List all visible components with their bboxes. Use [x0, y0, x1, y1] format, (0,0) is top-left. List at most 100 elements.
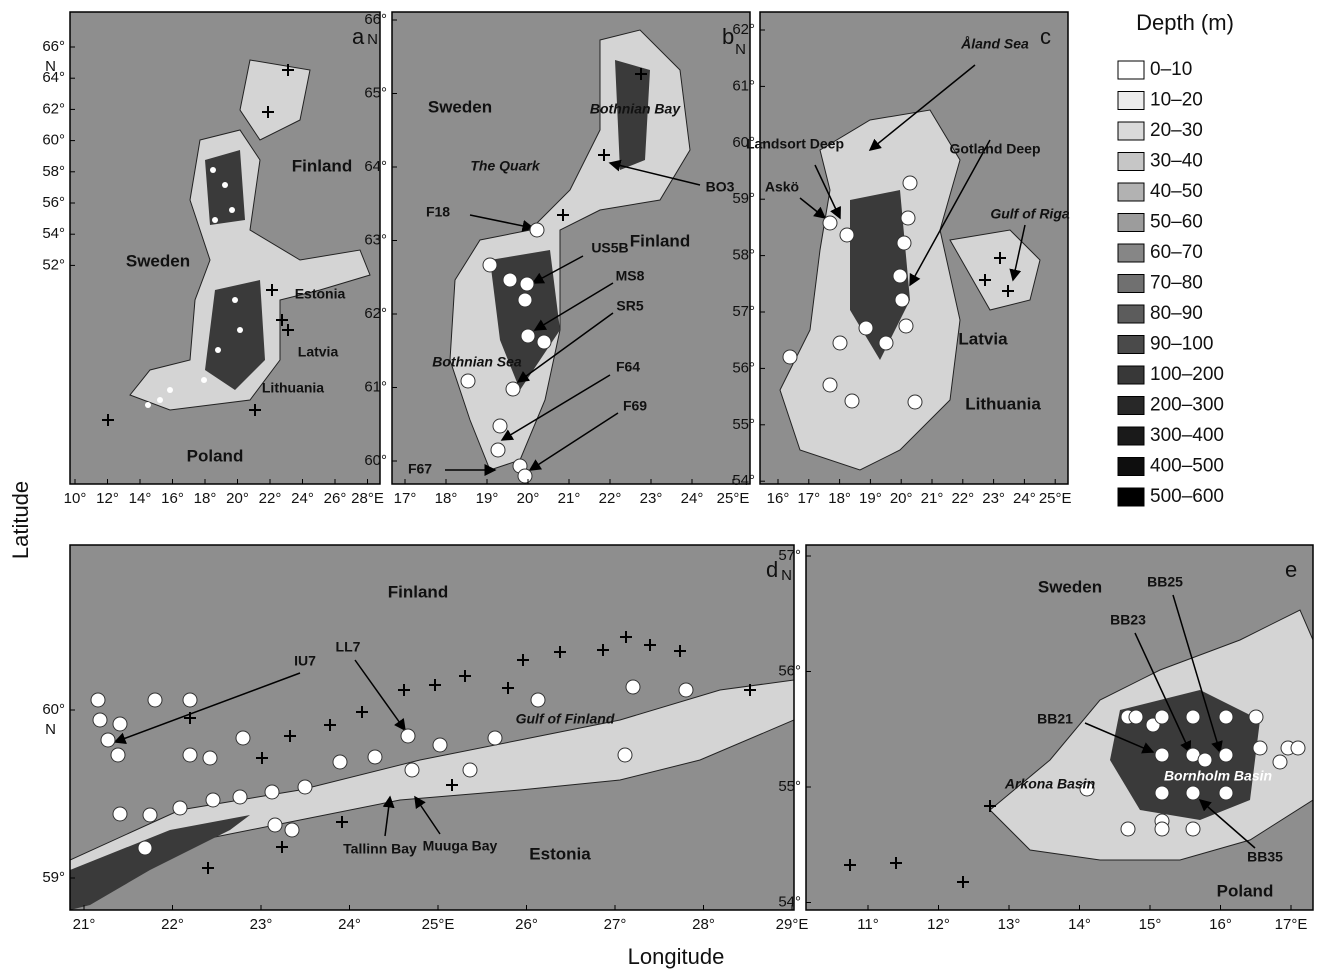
station: [502, 272, 518, 288]
station: [142, 807, 158, 823]
station: [822, 215, 838, 231]
x-tick-label: 17°: [394, 490, 417, 507]
lat-unit: N: [735, 41, 746, 58]
station: [145, 402, 151, 408]
x-tick-label: 24°: [338, 916, 361, 933]
sea-deep: [70, 815, 250, 910]
legend-swatch: [1117, 243, 1145, 263]
map-panel: c 62° N 61° 60° 59° 58° 57° 56° 55° 54° 16° 17° 18° 19…: [732, 11, 1072, 507]
legend-label: 90–100: [1150, 334, 1213, 355]
station: [167, 387, 173, 393]
y-tick-label: 60°: [732, 134, 755, 151]
station: [210, 167, 216, 173]
arrow: [414, 795, 441, 835]
station: [1218, 785, 1234, 801]
station: [1185, 709, 1201, 725]
place-label: BO3: [706, 179, 735, 195]
station-cross: [957, 876, 969, 888]
station: [505, 381, 521, 397]
station: [182, 747, 198, 763]
x-tick-label: 22°: [161, 916, 184, 933]
y-tick-label: 60°: [364, 452, 387, 469]
station: [332, 754, 348, 770]
x-tick-label: 17°E: [1275, 916, 1308, 933]
station: [625, 679, 641, 695]
y-tick-label: 62°: [732, 21, 755, 38]
arrow: [608, 159, 701, 186]
y-tick-label: 65°: [364, 84, 387, 101]
station-cross: [276, 314, 288, 326]
legend-label: 300–400: [1150, 425, 1224, 446]
arrow: [382, 795, 395, 837]
station-cross: [266, 284, 278, 296]
x-tick-label: 20°: [890, 490, 913, 507]
y-tick-label: 57°: [732, 303, 755, 320]
legend-swatch: [1117, 182, 1145, 202]
station: [1248, 709, 1264, 725]
station: [822, 377, 838, 393]
place-label: Gotland Deep: [949, 141, 1040, 157]
map-panel: b 66° N 65° 64° 63° 62° 61° 60° 17° 18° 19° 20° 21° 22…: [364, 11, 751, 507]
station: [212, 217, 218, 223]
y-tick-label: 59°: [42, 869, 65, 886]
station-cross: [262, 106, 274, 118]
place-label: Finland: [388, 582, 448, 601]
x-tick-label: 23°: [250, 916, 273, 933]
station-cross: [554, 646, 566, 658]
place-label: BB21: [1037, 711, 1073, 727]
arrow: [531, 255, 584, 284]
station: [90, 692, 106, 708]
station: [902, 175, 918, 191]
x-tick-label: 25°E: [1039, 490, 1072, 507]
station: [182, 692, 198, 708]
station: [462, 762, 478, 778]
place-label: Bothnian Bay: [590, 101, 681, 117]
station: [858, 320, 874, 336]
station-cross: [256, 752, 268, 764]
station-cross: [356, 706, 368, 718]
place-label: Muuga Bay: [423, 838, 498, 854]
station: [839, 227, 855, 243]
legend-swatch: [1117, 152, 1145, 171]
panel-frame: [391, 11, 751, 485]
x-tick-label: 26°: [515, 916, 538, 933]
y-tick-label: 52°: [42, 256, 65, 273]
panel-letter: c: [1040, 24, 1051, 49]
x-tick-label: 28°E: [351, 490, 384, 507]
place-label: Arkona Basin: [1004, 776, 1095, 792]
station: [896, 235, 912, 251]
place-label: Åland Sea: [960, 36, 1029, 52]
legend-swatch: [1117, 457, 1145, 476]
y-tick-label: 60°: [42, 701, 65, 718]
station: [894, 292, 910, 308]
arrow: [469, 214, 535, 232]
x-tick-label: 18°: [194, 490, 217, 507]
place-label: Lithuania: [965, 394, 1041, 413]
x-tick-label: 24°: [681, 490, 704, 507]
map-content: [70, 12, 380, 484]
panel-frame: [69, 11, 381, 485]
place-label: SR5: [616, 298, 643, 314]
legend-label: 30–40: [1150, 151, 1203, 172]
x-tick-label: 12°: [96, 490, 119, 507]
station: [898, 318, 914, 334]
legend-swatch: [1117, 487, 1145, 507]
y-tick-label: 58°: [732, 247, 755, 264]
station: [432, 737, 448, 753]
place-label: Estonia: [295, 286, 346, 302]
legend-swatch: [1117, 91, 1145, 110]
station: [1252, 740, 1268, 756]
land: [392, 12, 750, 484]
arrow: [799, 197, 827, 219]
y-tick-label: 56°: [732, 359, 755, 376]
x-tick-label: 13°: [998, 916, 1021, 933]
x-tick-label: 22°: [259, 490, 282, 507]
arrow: [533, 282, 614, 331]
place-label: Sweden: [428, 97, 492, 116]
station-cross: [336, 816, 348, 828]
map-content: [760, 12, 1068, 484]
y-tick-label: 60°: [42, 132, 65, 149]
station: [529, 222, 545, 238]
legend-swatch: [1117, 304, 1145, 324]
